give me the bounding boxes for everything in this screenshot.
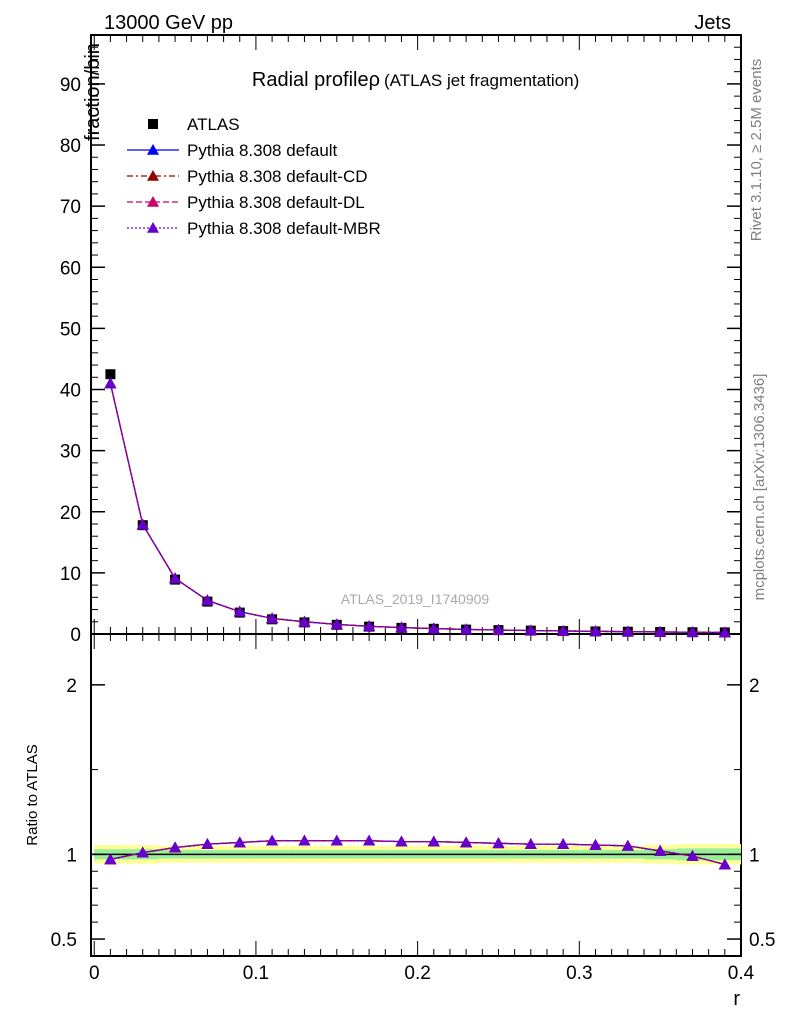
- legend-label: Pythia 8.308 default-DL: [187, 193, 365, 212]
- data-point-mc: [524, 624, 537, 636]
- ratio-data-point: [654, 844, 667, 856]
- main-y-tick-label: 90: [60, 75, 81, 96]
- x-tick-label: 0.1: [243, 963, 269, 984]
- ratio-y-tick-label-right: 2: [749, 676, 760, 697]
- ratio-data-point: [686, 850, 699, 861]
- ratio-y-tick-label: 0.5: [51, 930, 77, 951]
- data-point-mc: [621, 625, 634, 637]
- ratio-y-tick-label: 2: [66, 676, 77, 697]
- x-tick-label: 0.2: [404, 963, 430, 984]
- data-point-mc: [104, 377, 117, 389]
- ratio-series-group: [104, 834, 731, 870]
- legend-marker-triangle: [147, 222, 159, 233]
- x-axis-label: r: [733, 988, 740, 1010]
- data-point-mc: [266, 612, 279, 624]
- x-tick-label: 0: [89, 963, 100, 984]
- main-y-tick-label: 80: [60, 136, 81, 157]
- data-point-mc: [589, 625, 602, 637]
- ratio-data-point: [169, 841, 182, 853]
- legend-marker-triangle: [147, 170, 159, 181]
- ratio-data-point: [363, 834, 376, 846]
- main-y-tick-label: 40: [60, 381, 81, 402]
- data-point-mc: [363, 620, 376, 632]
- ratio-data-point: [492, 837, 505, 849]
- ratio-y-tick-label-right: 0.5: [749, 930, 775, 951]
- ratio-panel-frame: [90, 633, 742, 957]
- ratio-data-point: [427, 835, 440, 847]
- data-point-mc: [718, 626, 731, 638]
- main-y-tick-label: 10: [60, 564, 81, 585]
- ratio-data-point: [621, 839, 634, 851]
- ratio-y-axis-label: Ratio to ATLAS: [24, 744, 41, 845]
- chart-title: Radial profileρ: [252, 69, 380, 91]
- legend: ATLAS Pythia 8.308 default Pythia 8.308 de…: [127, 115, 381, 238]
- legend-marker-triangle: [147, 144, 159, 155]
- legend-label: Pythia 8.308 default-CD: [187, 167, 368, 186]
- ratio-data-point: [136, 846, 149, 858]
- main-y-tick-label: 30: [60, 442, 81, 463]
- data-point-mc: [557, 624, 570, 636]
- ratio-y-tick-label: 1: [66, 845, 77, 866]
- ratio-data-point: [557, 838, 570, 849]
- main-y-axis-label: fraction/bin: [82, 43, 104, 141]
- x-tick-label: 0.3: [566, 963, 592, 984]
- ratio-data-point: [395, 835, 408, 847]
- header-process-label: Jets: [694, 12, 731, 34]
- data-point-mc: [460, 623, 473, 635]
- legend-marker-triangle: [147, 196, 159, 207]
- series-line: [109, 383, 725, 634]
- ratio-data-point: [330, 834, 343, 846]
- data-point-mc: [492, 623, 505, 635]
- ratio-data-point: [201, 838, 214, 849]
- main-y-tick-label: 20: [60, 503, 81, 524]
- main-series-group: [104, 369, 731, 638]
- main-y-tick-label: 70: [60, 197, 81, 218]
- analysis-watermark: ATLAS_2019_I1740909: [341, 591, 490, 607]
- data-point-mc: [201, 594, 214, 606]
- legend-label: Pythia 8.308 default-MBR: [187, 219, 381, 238]
- ratio-data-point: [718, 858, 731, 870]
- ratio-band-group: [91, 844, 741, 865]
- ratio-series-line: [110, 840, 725, 866]
- data-point-mc: [427, 622, 440, 634]
- main-y-tick-label: 60: [60, 258, 81, 279]
- source-reference-label: mcplots.cern.ch [arXiv:1306.3436]: [751, 374, 768, 601]
- main-y-tick-label: 50: [60, 319, 81, 340]
- ratio-y-tick-label-right: 1: [749, 845, 760, 866]
- ratio-data-point: [460, 836, 473, 848]
- ratio-data-point: [104, 853, 117, 865]
- data-point-mc: [169, 572, 182, 584]
- ratio-data-point: [266, 834, 279, 846]
- legend-label: Pythia 8.308 default: [187, 141, 338, 160]
- x-tick-label: 0.4: [728, 963, 755, 984]
- data-point-mc: [330, 618, 343, 630]
- data-point-mc: [654, 625, 667, 637]
- ratio-data-point: [589, 838, 602, 850]
- ratio-data-point: [298, 834, 311, 846]
- data-point-mc: [136, 518, 149, 530]
- main-y-tick-label: 0: [70, 625, 81, 646]
- legend-marker-square: [148, 119, 158, 129]
- data-point-mc: [686, 626, 699, 638]
- legend-label: ATLAS: [187, 115, 240, 134]
- data-point-mc: [298, 615, 311, 627]
- rivet-version-label: Rivet 3.1.10, ≥ 2.5M events: [748, 59, 765, 242]
- chart-subtitle: (ATLAS jet fragmentation): [384, 71, 579, 90]
- data-point-atlas: [105, 369, 116, 380]
- data-point-mc: [395, 621, 408, 633]
- ratio-data-point: [524, 838, 537, 849]
- ratio-data-point: [233, 836, 246, 848]
- data-point-mc: [233, 605, 246, 617]
- header-energy-label: 13000 GeV pp: [104, 12, 233, 34]
